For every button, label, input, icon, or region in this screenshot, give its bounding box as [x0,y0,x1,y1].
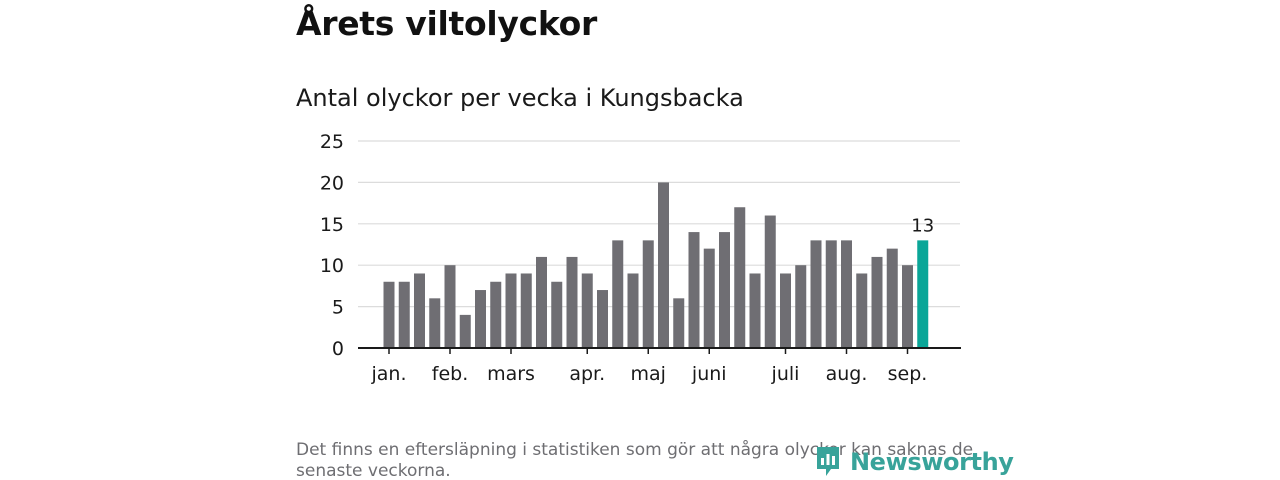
bar [825,240,837,348]
bar-value-label: 13 [911,215,934,236]
bar [459,314,471,348]
y-tick-label: 20 [320,172,344,194]
x-tick-label: aug. [826,363,868,385]
x-tick-label: sep. [888,363,928,385]
chart-subtitle: Antal olyckor per vecka i Kungsbacka [296,84,744,112]
bar [719,232,730,348]
bar [886,248,898,348]
bar [688,232,700,348]
newsworthy-logo-text: Newsworthy [850,448,1014,476]
newsworthy-logo-icon [817,447,839,476]
x-tick-label: apr. [569,363,605,385]
x-tick-label: juni [691,363,727,385]
x-tick-label: jan. [370,363,406,385]
bar [841,240,852,348]
bar [734,207,746,348]
x-tick-label: mars [487,363,535,385]
bar [520,273,532,348]
bar-chart: 0 5 10 15 20 25 13 jan. feb. mars apr. maj juni juli a… [320,131,961,385]
bar [902,265,913,348]
bar [673,298,685,348]
bar [505,273,517,348]
bar [627,273,639,348]
y-tick-label: 10 [320,255,344,277]
bar [612,240,624,348]
bar [658,182,669,348]
y-tick-label: 15 [320,214,344,236]
x-tick-label: feb. [432,363,468,385]
bar [871,256,883,348]
bar [810,240,822,348]
bar [597,290,608,348]
bar [444,265,456,348]
y-tick-label: 0 [332,338,344,360]
x-tick-label: juli [771,363,800,385]
y-tick-label: 25 [320,131,344,153]
bar [414,273,425,348]
bar [429,298,441,348]
bar [383,281,395,348]
bar [642,240,654,348]
bar [764,215,776,348]
bar [490,281,502,348]
bar-highlight [917,240,929,348]
bar [536,256,547,348]
bar [703,248,715,348]
bar [551,281,563,348]
bar [581,273,593,348]
x-tick-label: maj [631,363,666,385]
bar [749,273,761,348]
bar [398,281,410,348]
bar [780,273,791,348]
page-title: Årets viltolyckor [296,4,597,43]
newsworthy-logo: Newsworthy [814,444,1014,480]
y-tick-label: 5 [332,297,344,319]
bar [566,256,578,348]
footnote: Det finns en eftersläpning i statistiken… [296,440,974,480]
bar [475,290,486,348]
bar [795,265,807,348]
bar [856,273,868,348]
